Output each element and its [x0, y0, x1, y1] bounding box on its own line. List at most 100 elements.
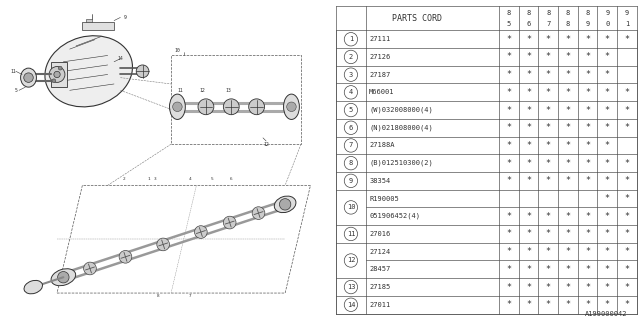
Text: *: *	[625, 123, 630, 132]
Circle shape	[119, 251, 132, 263]
Text: *: *	[585, 106, 590, 115]
Text: *: *	[585, 300, 590, 309]
Text: *: *	[585, 52, 590, 61]
Text: *: *	[546, 229, 551, 238]
Text: 0: 0	[605, 21, 609, 27]
Text: 27187: 27187	[369, 72, 390, 78]
Text: *: *	[506, 159, 511, 168]
Text: 8: 8	[586, 10, 589, 16]
Text: 9: 9	[586, 21, 589, 27]
Text: 38354: 38354	[369, 178, 390, 184]
Text: 8: 8	[507, 10, 511, 16]
Text: 5: 5	[507, 21, 511, 27]
Text: *: *	[625, 300, 630, 309]
Text: *: *	[526, 229, 531, 238]
Text: *: *	[546, 212, 551, 221]
Text: *: *	[565, 88, 570, 97]
Text: *: *	[526, 300, 531, 309]
Text: 13: 13	[225, 88, 231, 93]
Text: 14: 14	[347, 302, 355, 308]
Text: *: *	[546, 300, 551, 309]
Text: *: *	[585, 123, 590, 132]
Text: *: *	[526, 70, 531, 79]
Circle shape	[249, 99, 264, 115]
Text: *: *	[546, 159, 551, 168]
Text: *: *	[585, 265, 590, 274]
Text: *: *	[605, 70, 610, 79]
Text: *: *	[585, 176, 590, 185]
Text: 9: 9	[124, 15, 127, 20]
Text: *: *	[506, 283, 511, 292]
Text: M66001: M66001	[369, 89, 395, 95]
Text: *: *	[605, 229, 610, 238]
Text: *: *	[506, 229, 511, 238]
Text: 12: 12	[200, 88, 205, 93]
Circle shape	[223, 216, 236, 229]
Circle shape	[52, 79, 56, 83]
Text: *: *	[546, 283, 551, 292]
Circle shape	[24, 73, 33, 82]
Text: *: *	[585, 247, 590, 256]
Text: *: *	[565, 52, 570, 61]
Text: *: *	[605, 283, 610, 292]
Text: *: *	[506, 35, 511, 44]
Text: 4: 4	[349, 89, 353, 95]
Text: 6: 6	[527, 21, 531, 27]
Text: 6: 6	[230, 177, 232, 181]
Circle shape	[287, 102, 296, 112]
Text: 9: 9	[625, 10, 629, 16]
Text: *: *	[506, 106, 511, 115]
Text: *: *	[506, 88, 511, 97]
Text: 7: 7	[189, 294, 191, 298]
Text: 8: 8	[566, 10, 570, 16]
Text: 1: 1	[349, 36, 353, 42]
Text: 27185: 27185	[369, 284, 390, 290]
Text: *: *	[605, 265, 610, 274]
Text: *: *	[605, 176, 610, 185]
Text: 11: 11	[178, 88, 184, 93]
Text: *: *	[526, 159, 531, 168]
Text: *: *	[546, 70, 551, 79]
Text: *: *	[585, 283, 590, 292]
Text: 14: 14	[117, 56, 123, 61]
Text: R190005: R190005	[369, 196, 399, 202]
Text: 8: 8	[566, 21, 570, 27]
Text: *: *	[625, 35, 630, 44]
Text: *: *	[546, 141, 551, 150]
Text: *: *	[506, 300, 511, 309]
Text: *: *	[506, 212, 511, 221]
Text: *: *	[585, 159, 590, 168]
Text: 7: 7	[349, 142, 353, 148]
Text: *: *	[565, 159, 570, 168]
Text: 4: 4	[189, 177, 191, 181]
Text: 6: 6	[349, 125, 353, 131]
Text: 2: 2	[349, 54, 353, 60]
Text: *: *	[546, 247, 551, 256]
Text: 7: 7	[546, 21, 550, 27]
Ellipse shape	[275, 196, 296, 212]
Text: *: *	[506, 123, 511, 132]
Text: *: *	[546, 123, 551, 132]
Circle shape	[54, 71, 60, 78]
Text: *: *	[625, 106, 630, 115]
Text: *: *	[605, 35, 610, 44]
Text: A199000042: A199000042	[585, 311, 627, 317]
Text: (W)032008000(4): (W)032008000(4)	[369, 107, 433, 113]
Ellipse shape	[170, 94, 186, 119]
Circle shape	[136, 65, 149, 78]
Text: *: *	[605, 141, 610, 150]
Text: *: *	[506, 52, 511, 61]
Text: *: *	[565, 247, 570, 256]
Text: *: *	[585, 88, 590, 97]
Text: *: *	[605, 159, 610, 168]
Text: *: *	[585, 70, 590, 79]
Text: *: *	[565, 265, 570, 274]
Circle shape	[198, 99, 214, 115]
Text: 5: 5	[15, 88, 17, 93]
Bar	[51, 62, 67, 87]
Circle shape	[58, 271, 69, 283]
Bar	[83, 22, 114, 30]
Text: *: *	[625, 194, 630, 203]
Text: *: *	[605, 123, 610, 132]
Text: *: *	[585, 35, 590, 44]
